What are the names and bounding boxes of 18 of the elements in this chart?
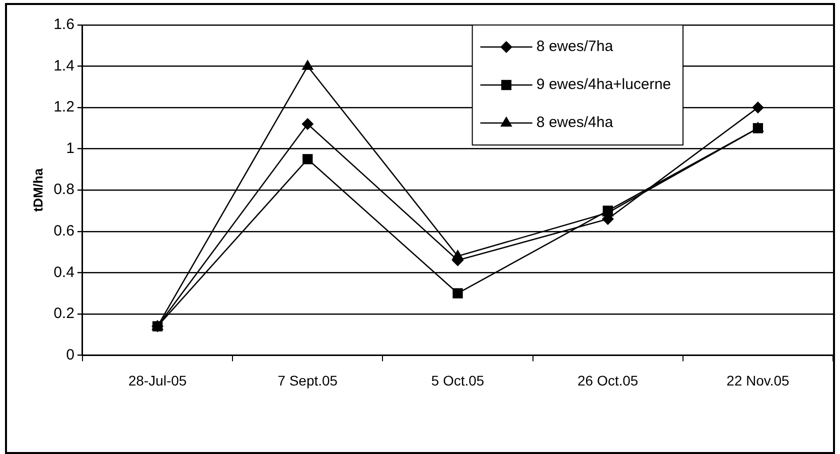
legend-label: 8 ewes/4ha: [536, 114, 614, 132]
legend-label: 8 ewes/7ha: [536, 38, 614, 56]
y-tick-label: 1: [66, 140, 74, 157]
y-tick-label: 1.6: [54, 16, 74, 34]
y-tick-label: 0.2: [54, 305, 74, 322]
y-tick-label: 0.8: [54, 181, 74, 198]
y-tick-label: 0.6: [54, 222, 74, 240]
y-tick-label: 0: [66, 346, 74, 364]
x-tick-label: 28-Jul-05: [128, 372, 187, 388]
x-tick-label: 5 Oct.05: [431, 372, 484, 388]
legend-label: 9 ewes/4ha+lucerne: [536, 76, 672, 94]
y-tick-label: 0.4: [54, 264, 74, 281]
x-tick-label: 26 Oct.05: [577, 372, 638, 388]
y-axis-title: tDM/ha: [30, 168, 46, 212]
y-tick-label: 1.2: [54, 98, 74, 116]
y-tick-label: 1.4: [54, 57, 74, 74]
x-tick-label: 7 Sept.05: [278, 372, 338, 388]
x-tick-label: 22 Nov.05: [726, 372, 790, 388]
